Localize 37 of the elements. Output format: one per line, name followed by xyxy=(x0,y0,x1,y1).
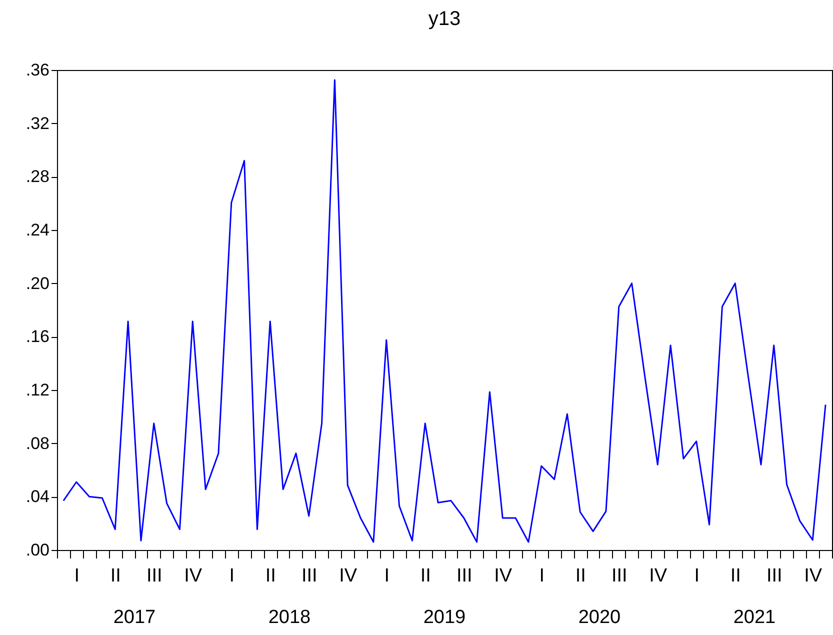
y-tick-label: .00 xyxy=(26,540,50,560)
x-tick-label: IV xyxy=(649,566,668,586)
y-tick-label: .08 xyxy=(26,434,50,453)
x-tick-label: III xyxy=(611,566,628,586)
x-tick-label: II xyxy=(575,566,586,586)
x-tick-label: IV xyxy=(494,566,512,586)
y-tick-label: .12 xyxy=(26,380,50,400)
x-tick-label: I xyxy=(74,566,80,586)
x-tick-label: II xyxy=(110,566,121,586)
x-tick-label: III xyxy=(766,566,782,586)
y-tick-label: .36 xyxy=(26,60,50,80)
y-tick-label: .28 xyxy=(26,167,50,186)
x-tick-label: III xyxy=(146,566,162,586)
y-tick-label: .32 xyxy=(26,114,50,133)
x-tick-label: III xyxy=(456,566,472,586)
x-tick-label: I xyxy=(694,566,700,586)
text: 2019 xyxy=(423,607,466,628)
x-tick-label: IV xyxy=(804,566,822,586)
x-tick-label: III xyxy=(301,566,318,586)
y-tick-label: .20 xyxy=(26,274,50,293)
text: 2021 xyxy=(733,607,776,628)
x-tick-label: IV xyxy=(339,566,358,586)
x-tick-label: I xyxy=(229,566,235,586)
x-tick-label: II xyxy=(420,566,431,586)
y-tick-label: .04 xyxy=(26,487,50,506)
x-tick-label: II xyxy=(265,566,276,586)
text: 2020 xyxy=(578,607,621,628)
y-tick-label: .24 xyxy=(26,220,50,240)
text: 2017 xyxy=(113,607,156,628)
x-tick-label: I xyxy=(384,566,390,586)
text: 2018 xyxy=(268,607,311,628)
chart-title: y13 xyxy=(428,8,461,30)
x-tick-label: I xyxy=(539,566,545,586)
x-tick-label: II xyxy=(730,566,741,586)
y-tick-label: .16 xyxy=(26,327,50,346)
x-tick-label: IV xyxy=(184,566,202,586)
line-series xyxy=(62,79,826,543)
